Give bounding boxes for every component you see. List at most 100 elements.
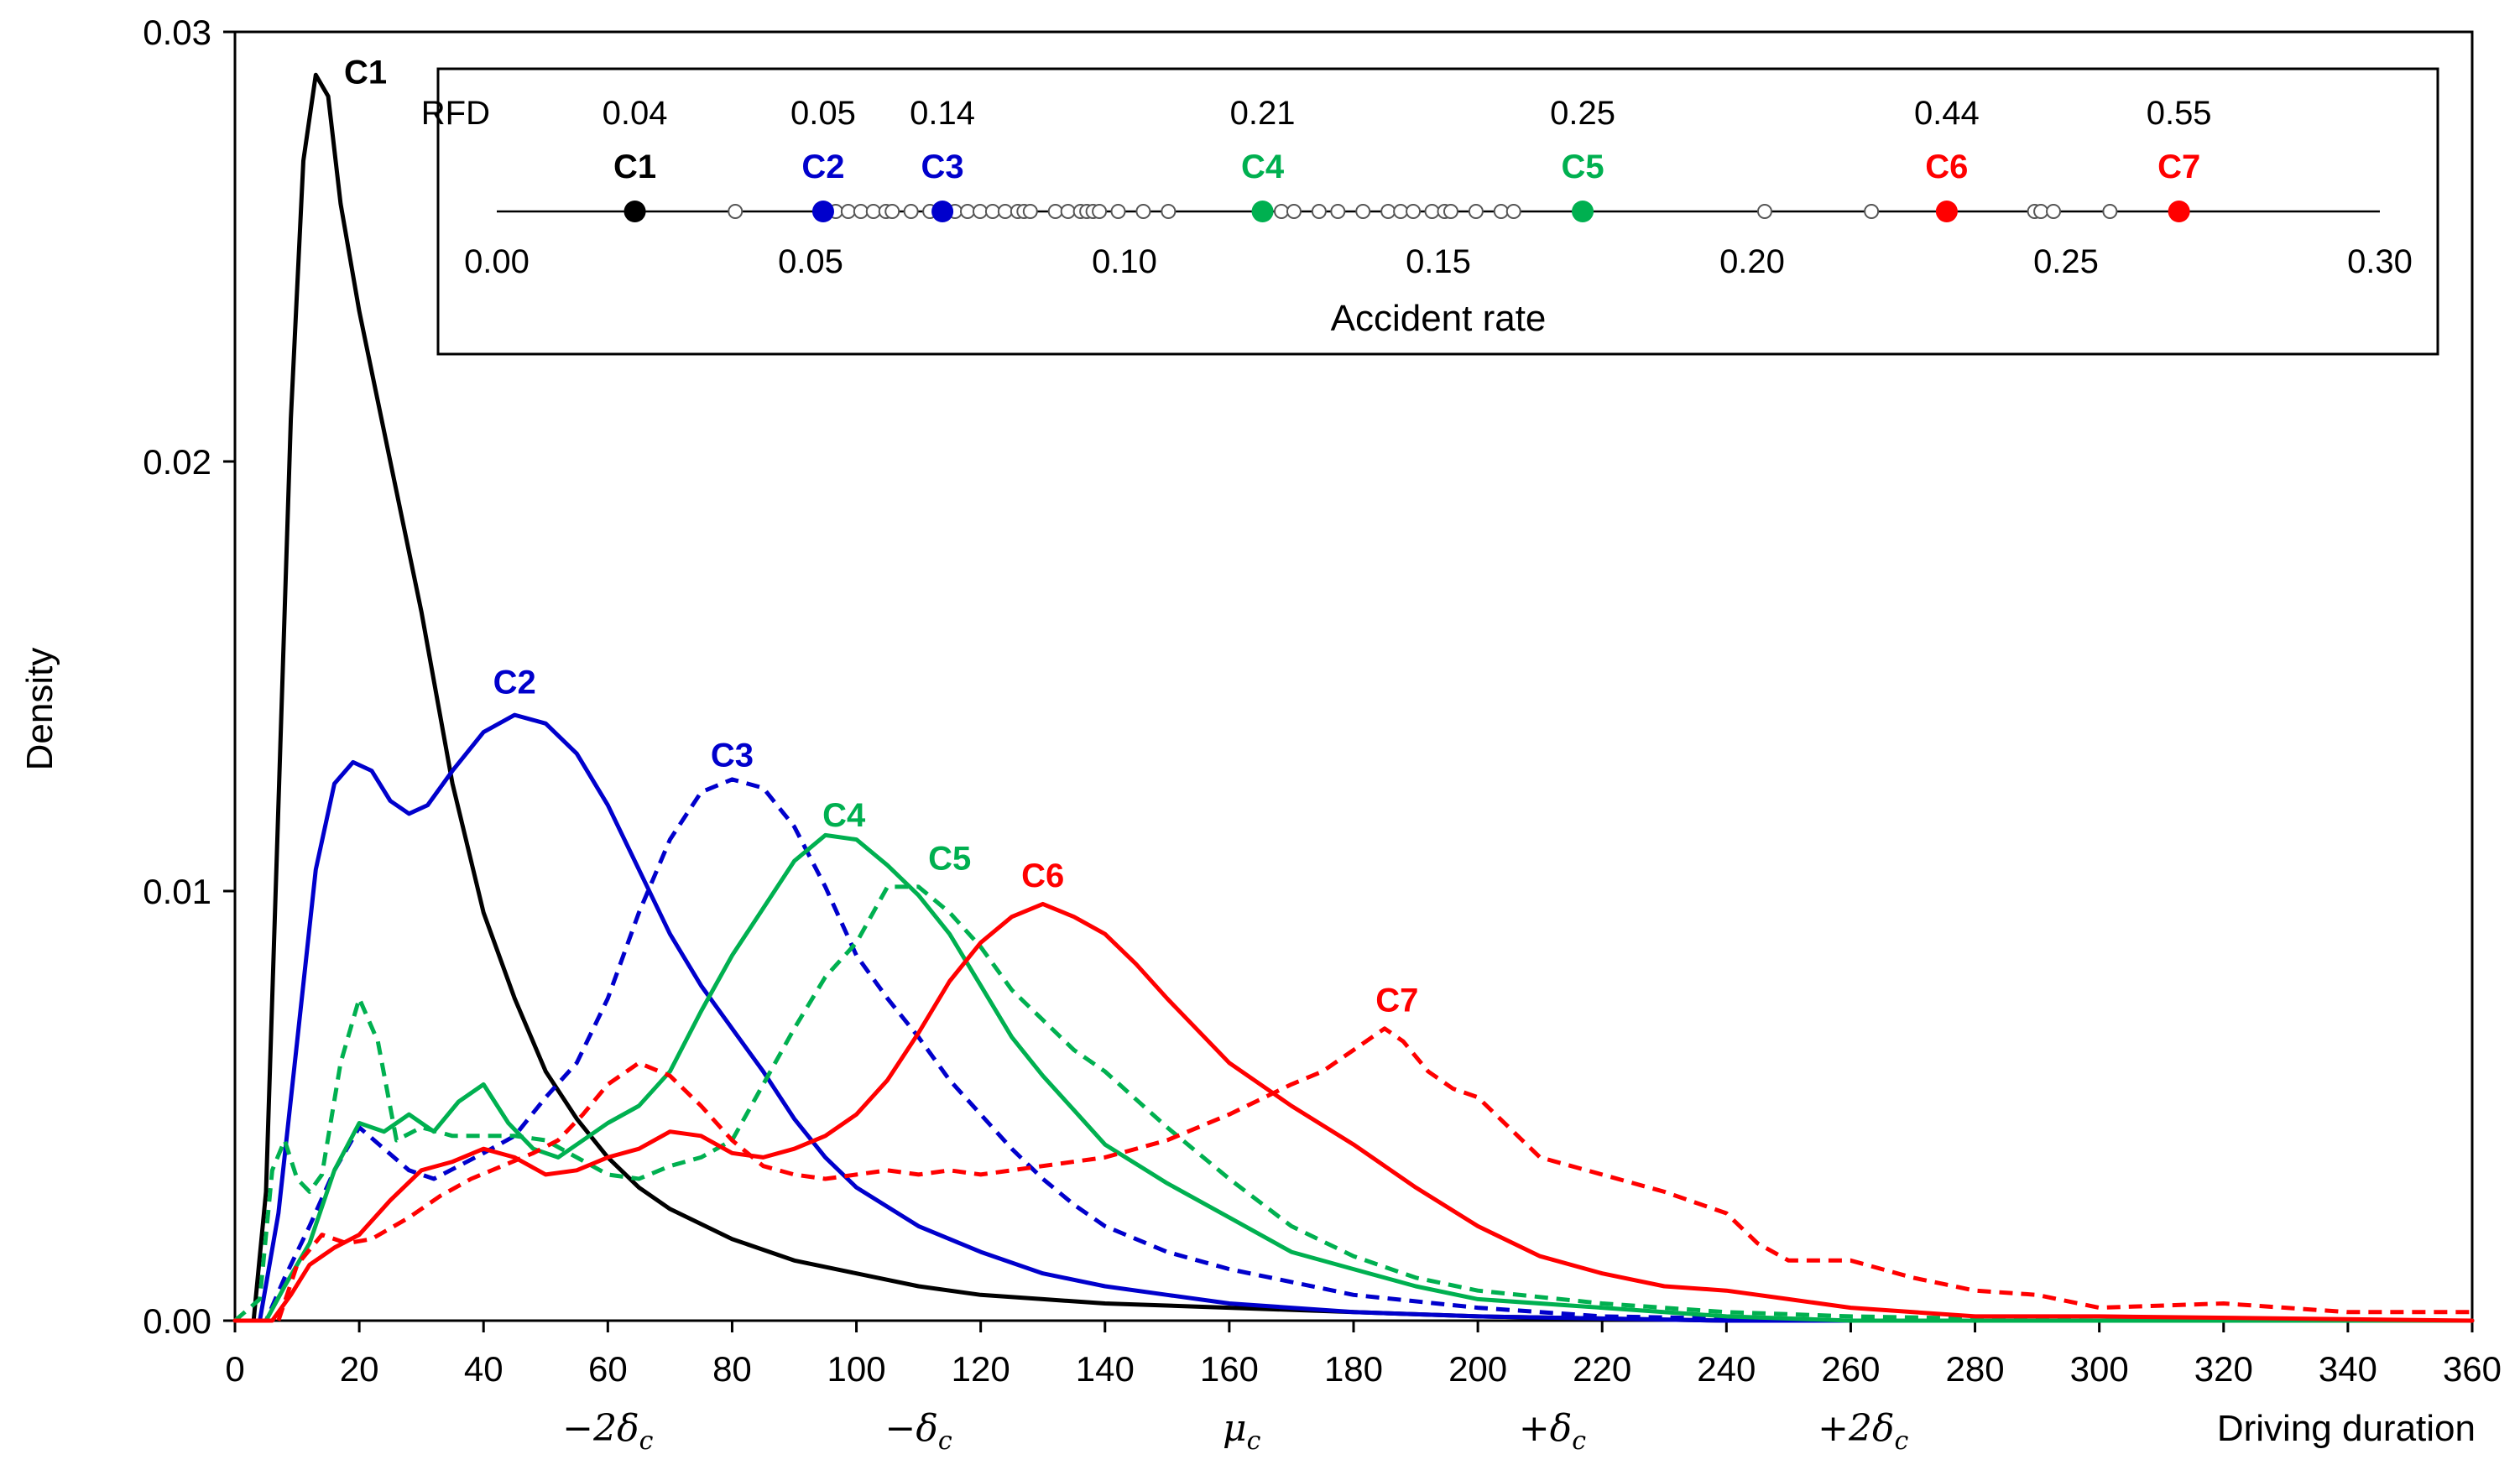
y-tick-label: 0.03 bbox=[143, 13, 211, 52]
inset-point-c4 bbox=[1251, 201, 1274, 222]
x-tick-label: 340 bbox=[2319, 1349, 2377, 1389]
y-axis-ticks: 0.00 0.01 0.02 0.03 bbox=[143, 13, 235, 1341]
x-tick-label: 80 bbox=[712, 1349, 752, 1389]
x-tick-label: 100 bbox=[827, 1349, 886, 1389]
inset-point-c1 bbox=[623, 201, 646, 222]
inset-other-point bbox=[1355, 204, 1371, 219]
x-tick-label: 200 bbox=[1448, 1349, 1507, 1389]
inset-rfd-value-c1: 0.04 bbox=[603, 95, 668, 132]
inset-other-point bbox=[1047, 204, 1063, 219]
x-tick-label: 140 bbox=[1076, 1349, 1135, 1389]
inset-other-points bbox=[728, 204, 2118, 219]
x-tick-label: 280 bbox=[1946, 1349, 2005, 1389]
series-label-c7: C7 bbox=[1375, 982, 1418, 1019]
inset-other-point bbox=[2102, 204, 2118, 219]
inset-row-label: RFD bbox=[421, 95, 490, 132]
inset-other-point bbox=[853, 204, 869, 219]
x-tick-label: 40 bbox=[464, 1349, 503, 1389]
x-axis-title: Driving duration bbox=[2217, 1408, 2476, 1449]
series-line-c3 bbox=[235, 777, 2472, 1323]
x-tick-label: 160 bbox=[1200, 1349, 1259, 1389]
inset-rfd-value-c5: 0.25 bbox=[1550, 95, 1615, 132]
inset-point-label-c7: C7 bbox=[2157, 149, 2200, 185]
x-tick-label: 220 bbox=[1573, 1349, 1631, 1389]
y-tick-label: 0.00 bbox=[143, 1301, 211, 1341]
inset-other-point bbox=[903, 204, 919, 219]
inset-other-point bbox=[1864, 204, 1880, 219]
inset-axis-title: Accident rate bbox=[1331, 298, 1547, 339]
y-tick-label: 0.01 bbox=[143, 872, 211, 911]
inset-point-label-c6: C6 bbox=[1925, 149, 1968, 185]
series-label-c3: C3 bbox=[711, 738, 754, 774]
inset-other-point bbox=[1311, 204, 1327, 219]
secondary-axis-label: +δc bbox=[1519, 1407, 1586, 1456]
inset-other-point bbox=[1424, 204, 1440, 219]
inset-other-point bbox=[1330, 204, 1346, 219]
inset-point-label-c3: C3 bbox=[921, 149, 964, 185]
inset-point-c2 bbox=[811, 201, 834, 222]
series-line-c2 bbox=[232, 712, 2475, 1323]
inset-rfd-value-c2: 0.05 bbox=[790, 95, 856, 132]
inset-other-point bbox=[1286, 204, 1302, 219]
x-tick-label: 0 bbox=[225, 1349, 244, 1389]
series-line-c6 bbox=[232, 901, 2475, 1323]
inset-point-label-c4: C4 bbox=[1241, 149, 1285, 185]
inset-other-point bbox=[1022, 204, 1038, 219]
accident-rate-inset: RFD Accident rate 0.00 0.05 0.10 0.15 0.20 0.… bbox=[421, 67, 2439, 356]
inset-other-point bbox=[884, 204, 900, 219]
inset-other-point bbox=[2046, 204, 2062, 219]
inset-tick-label: 0.25 bbox=[2033, 243, 2099, 280]
inset-point-c3 bbox=[931, 201, 954, 222]
inset-other-point bbox=[1092, 204, 1108, 219]
inset-other-point bbox=[728, 204, 743, 219]
inset-point-label-c1: C1 bbox=[613, 149, 656, 185]
inset-other-point bbox=[1161, 204, 1177, 219]
inset-other-point bbox=[984, 204, 1000, 219]
inset-other-point bbox=[1443, 204, 1458, 219]
x-tick-label: 120 bbox=[952, 1349, 1010, 1389]
series-label-c2: C2 bbox=[493, 664, 536, 701]
inset-highlighted-points: C1 0.04 C2 0.05 C3 0.14 C4 0.21 C5 0.25 C6 0.44 C7 0.… bbox=[603, 95, 2212, 222]
y-axis-title: Density bbox=[19, 648, 60, 771]
inset-other-point bbox=[1505, 204, 1521, 219]
inset-other-point bbox=[997, 204, 1013, 219]
inset-other-point bbox=[840, 204, 856, 219]
x-tick-label: 360 bbox=[2443, 1349, 2502, 1389]
secondary-axis-label: +2δc bbox=[1818, 1407, 1908, 1456]
inset-point-label-c5: C5 bbox=[1561, 149, 1604, 185]
inset-tick-label: 0.15 bbox=[1406, 243, 1471, 280]
inset-other-point bbox=[2033, 204, 2049, 219]
series-line-c5 bbox=[233, 884, 2472, 1323]
series-label-c1: C1 bbox=[344, 54, 387, 91]
inset-other-point bbox=[1274, 204, 1289, 219]
series-label-c6: C6 bbox=[1021, 858, 1064, 894]
inset-rfd-value-c6: 0.44 bbox=[1914, 95, 1980, 132]
inset-other-point bbox=[1060, 204, 1076, 219]
x-tick-label: 60 bbox=[588, 1349, 628, 1389]
inset-tick-label: 0.05 bbox=[778, 243, 843, 280]
secondary-axis-label: −2δc bbox=[562, 1407, 653, 1456]
series-line-c1 bbox=[232, 72, 2475, 1323]
inset-other-point bbox=[1406, 204, 1422, 219]
inset-rfd-value-c7: 0.55 bbox=[2147, 95, 2212, 132]
inset-other-point bbox=[1493, 204, 1509, 219]
inset-tick-label: 0.00 bbox=[464, 243, 530, 280]
inset-other-point bbox=[1135, 204, 1151, 219]
series-label-c5: C5 bbox=[928, 840, 971, 877]
inset-other-point bbox=[972, 204, 988, 219]
x-tick-label: 180 bbox=[1324, 1349, 1383, 1389]
secondary-axis-labels: −2δc −δc μc +δc +2δc bbox=[562, 1407, 1908, 1456]
x-tick-label: 260 bbox=[1821, 1349, 1880, 1389]
series-line-c7 bbox=[235, 1026, 2472, 1323]
x-tick-label: 300 bbox=[2070, 1349, 2129, 1389]
inset-other-point bbox=[1393, 204, 1409, 219]
x-tick-label: 240 bbox=[1697, 1349, 1756, 1389]
inset-other-point bbox=[865, 204, 881, 219]
inset-other-point bbox=[1110, 204, 1126, 219]
secondary-axis-label: μc bbox=[1223, 1407, 1261, 1456]
inset-point-c5 bbox=[1572, 201, 1594, 222]
inset-rfd-value-c3: 0.14 bbox=[910, 95, 975, 132]
y-tick-label: 0.02 bbox=[143, 442, 211, 482]
secondary-axis-label: −δc bbox=[885, 1407, 952, 1456]
